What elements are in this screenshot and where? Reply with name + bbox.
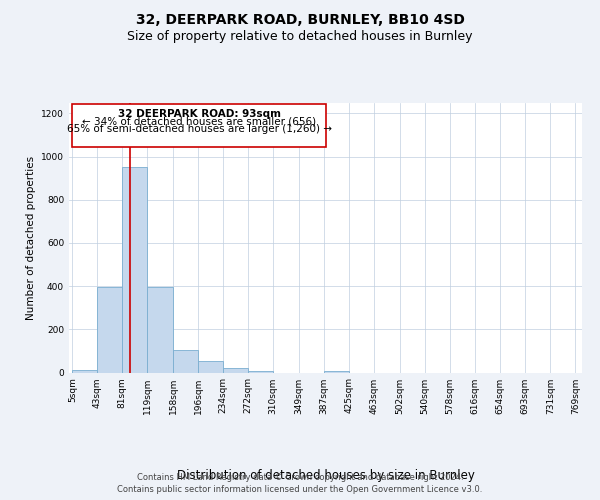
Bar [97,287,122,372]
Y-axis label: Number of detached properties: Number of detached properties [26,156,35,320]
Text: 32, DEERPARK ROAD, BURNLEY, BB10 4SD: 32, DEERPARK ROAD, BURNLEY, BB10 4SD [136,12,464,26]
Bar [198,362,223,372]
Text: Contains HM Land Registry data © Crown copyright and database right 2024.
Contai: Contains HM Land Registry data © Crown c… [118,472,482,494]
FancyBboxPatch shape [72,104,326,147]
Bar [72,370,97,372]
Bar [223,368,248,372]
Text: 65% of semi-detached houses are larger (1,260) →: 65% of semi-detached houses are larger (… [67,124,332,134]
Text: Size of property relative to detached houses in Burnley: Size of property relative to detached ho… [127,30,473,43]
Text: ← 34% of detached houses are smaller (656): ← 34% of detached houses are smaller (65… [82,116,316,126]
Bar [173,350,198,372]
X-axis label: Distribution of detached houses by size in Burnley: Distribution of detached houses by size … [176,470,475,482]
Bar [148,287,173,372]
Bar [122,168,148,372]
Text: 32 DEERPARK ROAD: 93sqm: 32 DEERPARK ROAD: 93sqm [118,109,281,119]
